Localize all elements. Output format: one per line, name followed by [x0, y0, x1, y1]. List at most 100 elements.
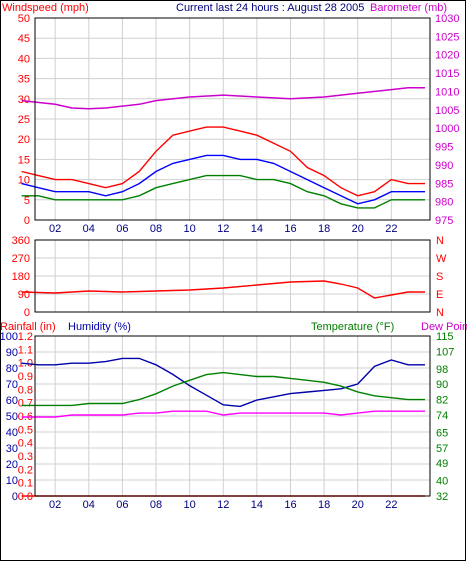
- humidity-y-tick-label: 60: [6, 395, 18, 407]
- humidity-x-tick-label: 20: [352, 499, 364, 511]
- wind-y-tick-label: 0: [24, 215, 30, 227]
- series-temperature-line: [21, 371, 425, 407]
- wind-y-tick-label: 20: [18, 134, 30, 146]
- temperature-y-tick-label: 90: [436, 379, 448, 391]
- humidity-x-tick-label: 18: [318, 499, 330, 511]
- barometer-y-tick-label: 1015: [435, 68, 459, 80]
- direction-panel-border: [34, 239, 431, 313]
- direction-y-tick-label: 180: [12, 271, 30, 283]
- wind-x-tick-label: 08: [150, 223, 162, 235]
- wind-x-tick-label: 06: [116, 223, 128, 235]
- humidity-y-tick-label: 30: [6, 443, 18, 455]
- humidity-y-tick-label: 50: [6, 411, 18, 423]
- rainfall-y-tick-label: 0.3: [18, 451, 33, 463]
- humidity-x-tick-label: 04: [83, 499, 95, 511]
- temperature-y-tick-label: 40: [436, 476, 448, 488]
- compass-label: N: [436, 235, 444, 247]
- wind-y-tick-label: 40: [18, 53, 30, 65]
- series-humidity-line: [21, 357, 425, 408]
- humidity-x-tick-label: 16: [284, 499, 296, 511]
- wind-x-tick-label: 10: [184, 223, 196, 235]
- temperature-axis-title: Temperature (°F): [311, 321, 394, 333]
- wind-x-tick-label: 12: [217, 223, 229, 235]
- rainfall-y-tick-label: 0.0: [18, 491, 33, 503]
- dewpoint-axis-title: Dew Point: [421, 321, 467, 333]
- barometer-y-tick-label: 975: [435, 215, 453, 227]
- series-wind-speed-line: [21, 154, 425, 205]
- barometer-axis-title: Barometer (mb): [370, 2, 447, 14]
- wind-x-tick-label: 16: [284, 223, 296, 235]
- barometer-y-tick-label: 1010: [435, 86, 459, 98]
- wind-barometer-panel: 0510152025303540455097598098599099510001…: [18, 13, 460, 235]
- temperature-y-tick-label: 98: [436, 364, 448, 376]
- compass-label: W: [436, 253, 447, 265]
- temperature-y-tick-label: 49: [436, 458, 448, 470]
- wind-x-tick-label: 18: [318, 223, 330, 235]
- temperature-y-tick-label: 82: [436, 395, 448, 407]
- rainfall-y-tick-label: 0.5: [18, 424, 33, 436]
- direction-y-tick-label: 360: [12, 235, 30, 247]
- compass-label: E: [436, 289, 443, 301]
- humidity-y-tick-label: 100: [0, 331, 18, 343]
- temperature-y-tick-label: 65: [436, 427, 448, 439]
- humidity-y-tick-label: 10: [6, 475, 18, 487]
- series-wind-gust-line: [21, 126, 425, 197]
- barometer-y-tick-label: 980: [435, 197, 453, 209]
- humidity-y-tick-label: 90: [6, 347, 18, 359]
- chart-title: Current last 24 hours : August 28 2005: [176, 2, 364, 14]
- wind-x-tick-label: 20: [352, 223, 364, 235]
- wind-x-tick-label: 22: [385, 223, 397, 235]
- wind-axis-title: Windspeed (mph): [2, 2, 89, 14]
- humidity-axis-title: Humidity (%): [68, 321, 131, 333]
- humidity-x-tick-label: 08: [150, 499, 162, 511]
- humidity-y-tick-label: 70: [6, 379, 18, 391]
- barometer-y-tick-label: 990: [435, 160, 453, 172]
- humidity-temperature-panel: 0 10 20 30 40 50 60 70 80 90 100 0.00.1 0.20.30.4 0.5…: [0, 331, 454, 511]
- rainfall-y-tick-label: 1.2: [18, 331, 33, 343]
- wind-y-tick-label: 5: [24, 195, 30, 207]
- barometer-y-tick-label: 1005: [435, 105, 459, 117]
- wind-y-tick-label: 50: [18, 13, 30, 25]
- direction-y-tick-label: 270: [12, 253, 30, 265]
- barometer-y-tick-label: 1020: [435, 50, 459, 62]
- wind-x-tick-label: 02: [49, 223, 61, 235]
- barometer-y-tick-label: 1030: [435, 13, 459, 25]
- wind-y-tick-label: 35: [18, 74, 30, 86]
- series-wind-average-line: [21, 174, 425, 209]
- rainfall-y-tick-label: 0.9: [18, 371, 33, 383]
- humidity-y-tick-label: 80: [6, 363, 18, 375]
- humidity-x-tick-label: 14: [251, 499, 263, 511]
- rainfall-y-tick-label: 0.4: [18, 438, 33, 450]
- humidity-x-tick-label: 22: [385, 499, 397, 511]
- temperature-y-tick-label: 107: [436, 346, 454, 358]
- temperature-y-tick-label: 32: [436, 491, 448, 503]
- wind-y-tick-label: 25: [18, 114, 30, 126]
- temperature-y-tick-label: 74: [436, 410, 448, 422]
- barometer-y-tick-label: 1000: [435, 123, 459, 135]
- compass-label: S: [436, 271, 443, 283]
- humidity-y-tick-label: 40: [6, 427, 18, 439]
- temperature-y-tick-label: 115: [436, 331, 454, 343]
- humidity-x-tick-label: 12: [217, 499, 229, 511]
- series-wind-direction-line: [21, 280, 425, 299]
- wind-y-tick-label: 10: [18, 175, 30, 187]
- temperature-y-tick-label: 57: [436, 443, 448, 455]
- humidity-y-tick-label: 20: [6, 459, 18, 471]
- rainfall-y-tick-label: 1.1: [18, 344, 33, 356]
- wind-x-tick-label: 04: [83, 223, 95, 235]
- series-barometer-line: [21, 87, 425, 110]
- series-dew-point-line: [21, 410, 425, 418]
- barometer-y-tick-label: 985: [435, 178, 453, 190]
- wind-panel-border: [34, 17, 431, 221]
- wind-x-tick-label: 14: [251, 223, 263, 235]
- direction-y-tick-label: 90: [18, 289, 30, 301]
- humidity-panel-border: [34, 335, 431, 497]
- barometer-y-tick-label: 1025: [435, 31, 459, 43]
- humidity-y-tick-label: 0: [12, 491, 18, 503]
- humidity-x-tick-label: 10: [184, 499, 196, 511]
- wind-y-tick-label: 30: [18, 94, 30, 106]
- wind-y-tick-label: 15: [18, 154, 30, 166]
- rainfall-y-tick-label: 0.8: [18, 384, 33, 396]
